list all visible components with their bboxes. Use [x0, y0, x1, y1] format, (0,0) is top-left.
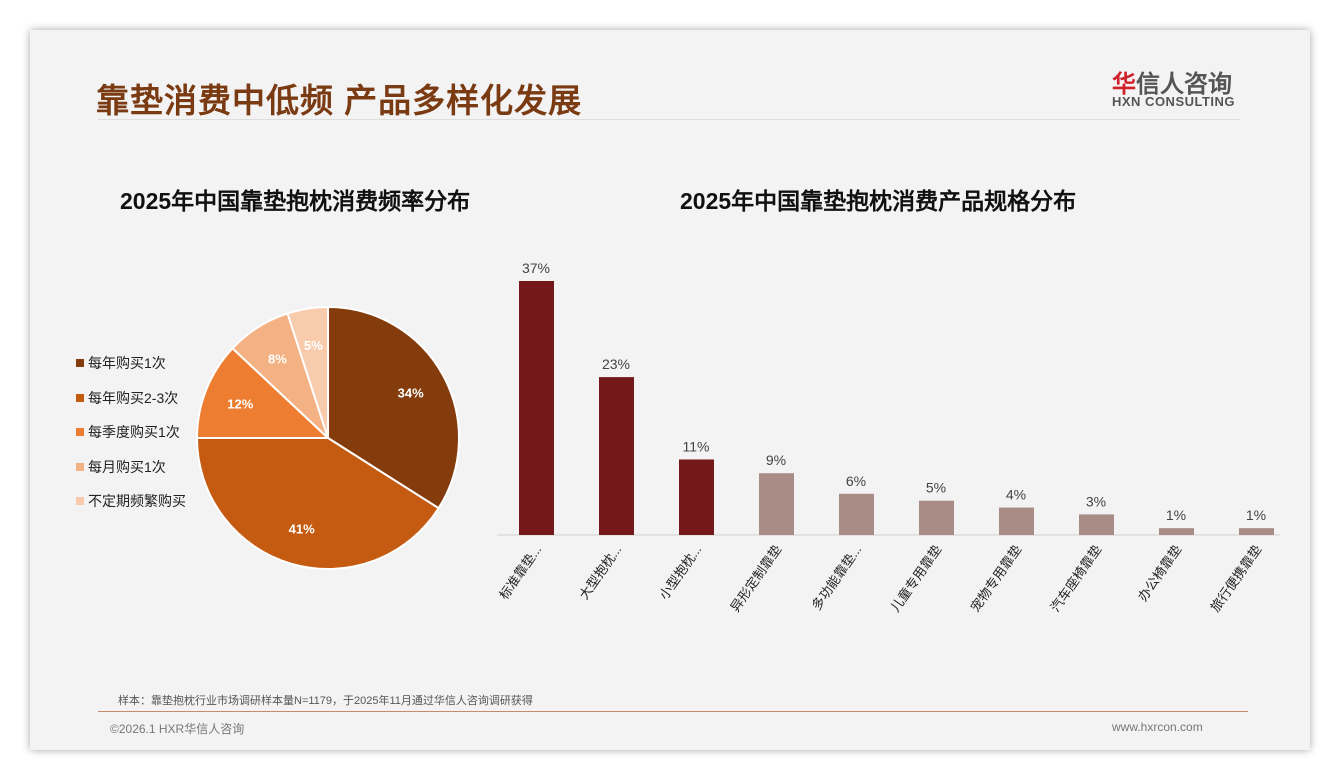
bar: [759, 473, 794, 535]
x-tick-label: 汽车座椅靠垫: [1047, 542, 1104, 615]
website-link[interactable]: www.hxrcon.com: [1112, 720, 1203, 734]
legend-item: 每年购买2-3次: [76, 381, 186, 416]
logo-en: HXN CONSULTING: [1112, 94, 1236, 109]
x-tick-label: 宠物专用靠垫: [967, 542, 1024, 615]
x-tick-label: 旅行便携靠垫: [1207, 542, 1264, 615]
x-tick-label: 小型抱枕...: [656, 542, 704, 602]
sample-note: 样本：靠垫抱枕行业市场调研样本量N=1179，于2025年11月通过华信人咨询调…: [118, 695, 533, 707]
divider: [98, 119, 1240, 120]
bar: [519, 281, 554, 535]
pie-slice: [286, 305, 329, 439]
legend-item: 每年购买1次: [76, 346, 186, 381]
footer-divider: [98, 711, 1248, 712]
bar-label: 1%: [1246, 507, 1266, 523]
bar: [999, 507, 1034, 535]
x-tick-label: 办公椅靠垫: [1135, 542, 1185, 604]
legend-item: 每季度购买1次: [76, 415, 186, 450]
pie-legend: 每年购买1次 每年购买2-3次 每季度购买1次 每月购买1次 不定期频繁购买: [76, 346, 186, 519]
bar-label: 11%: [683, 438, 710, 454]
bar-label: 5%: [926, 480, 946, 496]
x-tick-label: 大型抱枕...: [576, 542, 624, 602]
bar-title: 2025年中国靠垫抱枕消费产品规格分布: [680, 188, 1077, 214]
bar-label: 37%: [522, 260, 550, 276]
x-tick-label: 多功能靠垫...: [809, 542, 865, 613]
x-tick-label: 儿童专用靠垫: [887, 542, 944, 615]
page-title: 靠垫消费中低频 产品多样化发展: [96, 82, 583, 119]
charts-svg: 34% 41% 12% 8% 5% 37% 标准靠垫... 23% 大型抱枕... 11% 小型抱枕…: [195, 260, 1280, 615]
legend-item: 不定期频繁购买: [76, 484, 186, 519]
pie-label: 8%: [268, 351, 287, 366]
logo: 华信人咨询: [1112, 71, 1232, 98]
bar-label: 4%: [1006, 487, 1026, 503]
pie-label: 41%: [289, 522, 315, 537]
copyright: ©2026.1 HXR华信人咨询: [110, 722, 245, 736]
bar-label: 6%: [846, 473, 866, 489]
x-tick-label: 标准靠垫...: [496, 542, 544, 602]
pie-title: 2025年中国靠垫抱枕消费频率分布: [120, 188, 471, 214]
pie-label: 12%: [227, 396, 253, 411]
slide: 靠垫消费中低频 产品多样化发展 华信人咨询 HXN CONSULTING 202…: [30, 30, 1310, 750]
bar: [839, 493, 874, 535]
bar-label: 3%: [1086, 493, 1106, 509]
pie-label: 34%: [398, 386, 424, 401]
pie-slice: [195, 437, 440, 570]
bar: [1239, 528, 1274, 535]
bar-label: 1%: [1166, 507, 1186, 523]
bar: [599, 377, 634, 535]
bar: [1159, 528, 1194, 535]
pie-label: 5%: [304, 338, 323, 353]
legend-item: 每月购买1次: [76, 450, 186, 485]
bar-label: 9%: [766, 452, 786, 468]
bar: [1079, 514, 1114, 535]
bar: [679, 459, 714, 535]
bar-label: 23%: [602, 356, 630, 372]
pie-slice: [195, 346, 331, 439]
bar: [919, 500, 954, 535]
x-tick-label: 异形定制靠垫: [727, 542, 784, 615]
